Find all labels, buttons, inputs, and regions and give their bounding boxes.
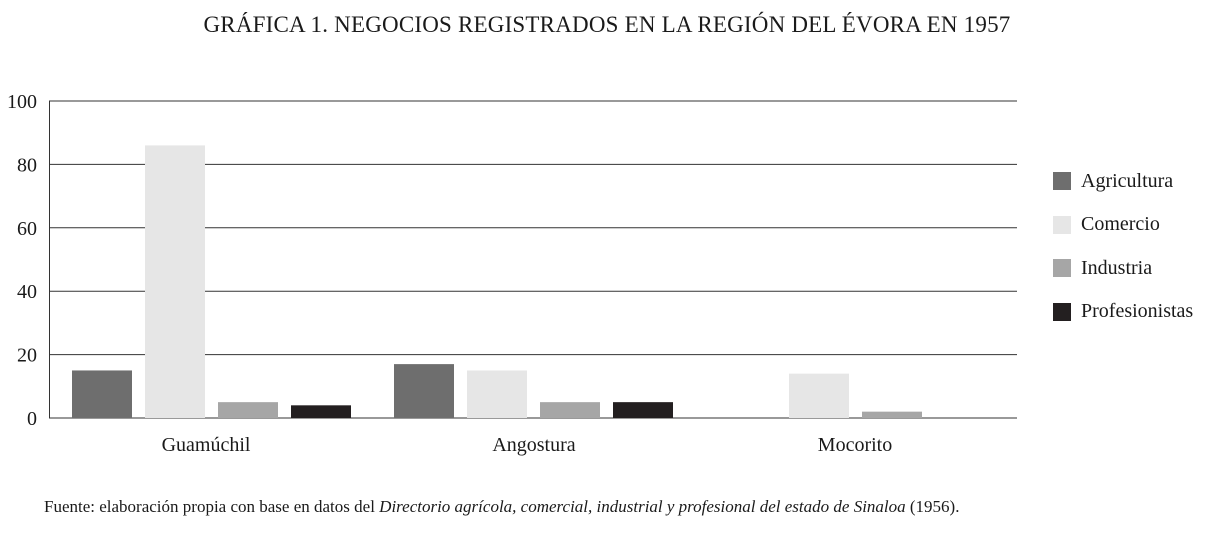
chart-title: GRÁFICA 1. NEGOCIOS REGISTRADOS EN LA RE… <box>203 12 1011 37</box>
bar-profesionistas-1 <box>613 402 673 418</box>
bar-comercio-0 <box>145 145 205 418</box>
source-italic: Directorio agrícola, comercial, industri… <box>379 497 906 516</box>
legend: Agricultura Comercio Industria Profesionist… <box>1053 170 1193 344</box>
x-tick-label: Guamúchil <box>162 434 251 456</box>
bar-industria-1 <box>540 402 600 418</box>
legend-label: Industria <box>1081 256 1153 279</box>
legend-item-agricultura: Agricultura <box>1053 170 1193 192</box>
legend-swatch <box>1053 215 1071 234</box>
y-tick-label: 40 <box>17 281 37 303</box>
gridlines <box>49 100 1017 419</box>
legend-swatch <box>1053 259 1071 277</box>
y-tick-label: 80 <box>17 154 37 176</box>
bar-comercio-2 <box>789 373 849 418</box>
legend-label: Agricultura <box>1081 169 1174 192</box>
legend-item-profesionistas: Profesionistas <box>1053 300 1194 323</box>
y-axis-ticks: 0 20 40 60 80 100 <box>7 91 37 430</box>
bar-profesionistas-0 <box>291 405 351 418</box>
legend-item-comercio: Comercio <box>1053 213 1193 236</box>
bar-comercio-1 <box>467 370 527 418</box>
bar-agricultura-1 <box>394 364 454 418</box>
y-tick-label: 60 <box>17 218 37 240</box>
x-tick-label: Mocorito <box>818 434 892 456</box>
legend-item-industria: Industria <box>1053 257 1193 279</box>
bar-industria-2 <box>862 411 922 418</box>
legend-swatch <box>1053 302 1071 321</box>
bars <box>72 145 922 418</box>
source-prefix: Fuente: elaboración propia con base en d… <box>44 497 380 516</box>
x-axis-labels: Guamúchil Angostura Mocorito <box>162 434 893 456</box>
source-note: Fuente: elaboración propia con base en d… <box>44 497 959 517</box>
source-suffix: (1956). <box>905 497 960 516</box>
bar-industria-0 <box>218 402 278 418</box>
y-tick-label: 20 <box>17 345 37 367</box>
x-tick-label: Angostura <box>492 434 575 456</box>
y-tick-label: 0 <box>27 408 37 430</box>
bar-agricultura-0 <box>72 370 132 418</box>
y-tick-label: 100 <box>7 91 37 113</box>
legend-label: Comercio <box>1081 213 1160 235</box>
legend-label: Profesionistas <box>1081 300 1194 322</box>
legend-swatch <box>1053 172 1071 190</box>
